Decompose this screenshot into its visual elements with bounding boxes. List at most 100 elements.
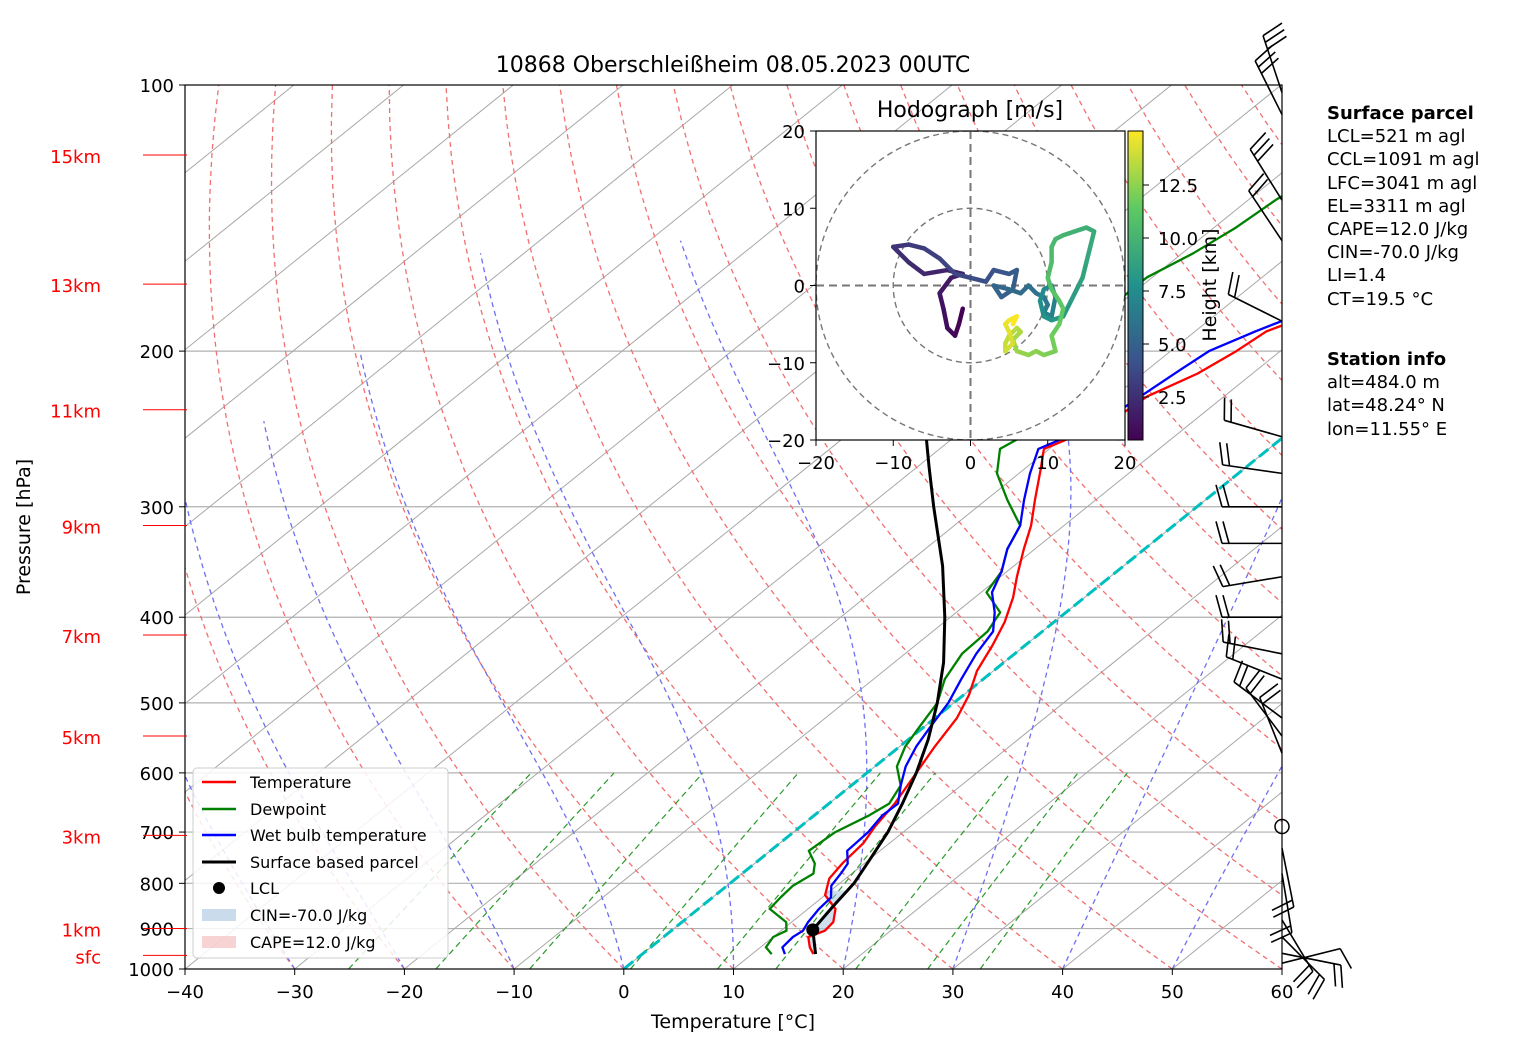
chart-title: 10868 Oberschleißheim 08.05.2023 00UTC — [496, 53, 971, 78]
y-tick-label: 700 — [140, 823, 174, 844]
lcl-point — [806, 923, 820, 937]
mixing-ratio-line — [348, 772, 532, 969]
legend-swatch-cin — [202, 909, 236, 921]
mixing-ratio-line — [529, 772, 704, 969]
hodograph-segment — [1057, 306, 1066, 327]
wind-barb-flag — [1261, 689, 1281, 705]
dry-adiabat — [388, 85, 844, 969]
wind-barb — [1222, 464, 1283, 475]
mixing-ratio-line — [717, 772, 881, 969]
hodograph-segment — [983, 267, 996, 284]
x-tick-label: −20 — [385, 982, 423, 1003]
y-tick-label: 100 — [140, 76, 174, 97]
surface-parcel-heading: Surface parcel — [1327, 103, 1474, 124]
dry-adiabat — [502, 85, 1063, 969]
height-labels: sfc 1km 3km 5km 7km 9km 11km 13km 15km — [50, 147, 187, 968]
isotherm-line — [185, 85, 953, 705]
hodograph-segment — [991, 267, 1012, 277]
isotherm-line — [185, 85, 624, 439]
x-tick-label: 20 — [832, 982, 855, 1003]
hodograph-segment — [1010, 267, 1020, 292]
hodograph-segment — [1049, 294, 1058, 319]
wind-barb — [1281, 848, 1295, 908]
surface-parcel-lcl: LCL=521 m agl — [1327, 126, 1466, 148]
moist-adiabat — [952, 240, 1072, 969]
wind-barb-flag — [1222, 595, 1230, 618]
wind-barb-flag — [1253, 137, 1270, 156]
wind-barb-flag — [1248, 173, 1265, 192]
hodograph-segment — [1080, 260, 1089, 281]
station-info-panel: Station info alt=484.0 m lat=48.24° N lo… — [1327, 348, 1447, 441]
wind-barb-flag — [1257, 143, 1274, 162]
wind-barb-flag — [1238, 664, 1249, 687]
lcl-marker — [806, 923, 820, 937]
wind-barb-flag — [1227, 620, 1231, 644]
y-tick-label: 800 — [140, 874, 174, 895]
wind-barb — [1258, 697, 1283, 754]
cin-area — [808, 890, 848, 954]
wind-barb-flag — [1260, 57, 1279, 74]
hodograph-title: Hodograph [m/s] — [877, 98, 1063, 123]
wind-barb-flag — [1222, 521, 1230, 544]
height-label: 7km — [62, 627, 101, 648]
colorbar-tick-label: 10.0 — [1158, 229, 1198, 250]
wind-barb-flag — [1339, 948, 1353, 969]
dry-adiabat — [330, 85, 734, 969]
hodograph-segment — [921, 246, 942, 261]
wind-barb-flag — [1231, 636, 1237, 660]
cape-cin-shading — [808, 890, 848, 954]
isotherm-line — [513, 349, 1282, 969]
wind-barb-flag — [1215, 521, 1223, 544]
height-label: 1km — [62, 921, 101, 942]
mixing-ratio-line — [979, 772, 1128, 969]
y-tick-label: 300 — [140, 498, 174, 519]
mixing-ratio-line — [775, 772, 936, 969]
wind-barb-flag — [1307, 974, 1321, 995]
wind-barb — [1281, 952, 1341, 966]
wind-barb-flag — [1225, 443, 1231, 466]
legend-label-parcel: Surface based parcel — [250, 853, 419, 872]
dry-adiabat — [1013, 85, 1282, 457]
hodograph-segment — [991, 283, 1012, 292]
x-tick-label: −10 — [495, 982, 533, 1003]
legend-label-dewpoint: Dewpoint — [250, 800, 326, 819]
legend-frame — [192, 767, 449, 959]
isotherm-line — [952, 702, 1282, 969]
wind-barb-flag — [1296, 970, 1314, 989]
surface-parcel-ccl: CCL=1091 m agl — [1327, 149, 1480, 171]
hodograph-segment — [1049, 287, 1062, 304]
wind-barbs — [1212, 22, 1353, 1000]
moist-adiabat — [1062, 496, 1282, 969]
hodograph-background — [816, 131, 1125, 440]
wind-barb-flag — [1262, 22, 1283, 37]
hodograph-x-tick-label: 20 — [1114, 453, 1137, 474]
hodograph-segment — [1049, 333, 1058, 354]
x-tick-label: 60 — [1271, 982, 1294, 1003]
colorbar-tick-label: 12.5 — [1158, 176, 1198, 197]
legend: Temperature Dewpoint Wet bulb temperatur… — [192, 767, 449, 959]
height-label: 15km — [50, 147, 101, 168]
wind-barb — [1223, 641, 1283, 655]
hodograph-segment — [1037, 298, 1047, 319]
zero-degree-isotherm — [622, 436, 1282, 969]
hodograph-segment — [937, 256, 958, 277]
wind-barb-flag — [1212, 565, 1224, 587]
y-tick-label: 400 — [140, 608, 174, 629]
moist-adiabat — [1171, 764, 1282, 969]
station-info-lon: lon=11.55° E — [1327, 418, 1448, 440]
surface-parcel-panel: Surface parcel LCL=521 m agl CCL=1091 m … — [1327, 102, 1480, 311]
legend-label-cin: CIN=-70.0 J/kg — [250, 906, 367, 925]
wind-barb-flag — [1227, 271, 1234, 295]
station-info-alt: alt=484.0 m — [1327, 372, 1440, 394]
wind-barb — [1281, 873, 1293, 933]
wind-barb-flag — [1259, 683, 1279, 699]
wind-barb-flag — [1220, 619, 1224, 643]
hodograph-segment — [921, 267, 950, 277]
colorbar-tick-label: 2.5 — [1158, 388, 1187, 409]
isotherm-line — [185, 85, 733, 528]
isotherm-line — [1062, 791, 1282, 969]
hodograph: Hodograph [m/s] −20−20 −10 −10 0 0 10 10 20 20 2… — [767, 98, 1221, 474]
surface-parcel-li: LI=1.4 — [1327, 265, 1387, 287]
wind-barb — [1222, 575, 1283, 588]
dry-adiabat — [208, 85, 515, 969]
